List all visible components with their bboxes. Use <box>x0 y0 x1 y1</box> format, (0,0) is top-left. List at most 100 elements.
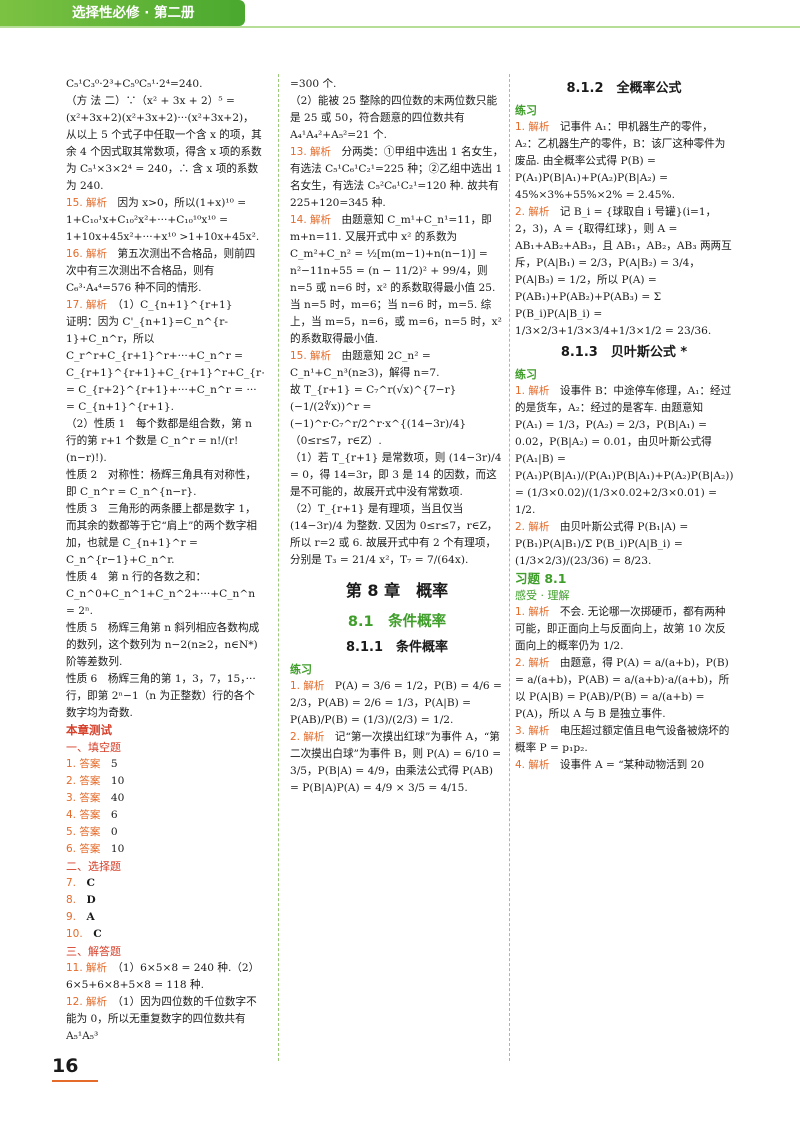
exercise-title: 习题 8.1 <box>515 571 567 586</box>
solution-text: （1）因为四位数的千位数字不能为 0，所以无重复数字的四位数共有 A₅¹A₅³ <box>66 996 257 1042</box>
solution-item: 4. 解析 设事件 A = “某种动物活到 20 <box>515 757 733 774</box>
header-rule <box>0 26 800 28</box>
section-title: 8.1 条件概率 <box>347 614 447 630</box>
solution-label: 4. 答案 <box>66 809 111 821</box>
solution-item: 1. 答案 5 <box>66 756 264 773</box>
column-left: C₅¹C₃⁰·2³+C₅⁰C₅¹·2⁴=240. （方 法 二）∵（x² + 3x… <box>66 76 264 1061</box>
solution-item: （2）性质 1 每个数都是组合数，第 n 行的第 r+1 个数是 C_n^r =… <box>66 416 264 467</box>
solution-list: 1. 解析 不会. 无论哪一次掷硬币，都有两种可能，即正面向上与反面向上，故第 … <box>515 604 733 774</box>
subsection-title: 8.1.1 条件概率 <box>345 640 448 655</box>
solution-item: 2. 解析 记“第一次摸出红球”为事件 A，“第二次摸出白球”为事件 B，则 P… <box>290 729 504 797</box>
solution-text: 不会. 无论哪一次掷硬币，都有两种可能，即正面向上与反面向上，故第 10 次反面… <box>515 606 726 652</box>
solution-text: （2）能被 25 整除的四位数的末两位数只能是 25 或 50，符合题意的四位数… <box>290 95 498 141</box>
solution-item: （1）若 T_{r+1} 是常数项，则 (14−3r)/4 = 0，得 14=3… <box>290 450 504 501</box>
solution-item: 6. 答案 10 <box>66 841 264 858</box>
fill-answers: 1. 答案 5 2. 答案 10 3. 答案 40 4. 答案 6 5. 答案 0 6. … <box>66 756 264 858</box>
solve-section-title: 三、解答题 <box>66 945 121 958</box>
exercise-subtitle: 感受 · 理解 <box>515 589 570 602</box>
solution-text: 0 <box>110 826 118 838</box>
solution-item: 5. 答案 0 <box>66 824 264 841</box>
solution-text: 因为 x>0，所以(1+x)¹⁰ = 1+C₁₀¹x+C₁₀²x²+···+C₁… <box>66 197 260 243</box>
solution-label: 11. 解析 <box>66 962 118 974</box>
solution-label: 4. 解析 <box>515 759 560 771</box>
solution-text: P(A) = 3/6 = 1/2，P(B) = 4/6 = 2/3，P(AB) … <box>290 680 502 726</box>
section-banner: 选择性必修 · 第二册 <box>0 0 245 26</box>
solution-label: 8. <box>66 894 87 906</box>
solution-item: =300 个. <box>290 76 504 93</box>
solution-item: 2. 解析 由题意，得 P(A) = a/(a+b)，P(B) = a/(a+b… <box>515 655 733 723</box>
solution-item: （2）能被 25 整除的四位数的末两位数只能是 25 或 50，符合题意的四位数… <box>290 93 504 144</box>
solve-answers: 11. 解析 （1）6×5×8 = 240 种.（2）6×5+6×8+5×8 =… <box>66 960 264 1045</box>
solution-item: 13. 解析 分两类：①甲组中选出 1 名女生，有选法 C₅¹C₆¹C₂¹=22… <box>290 144 504 212</box>
solution-text: （2）T_{r+1} 是有理项，当且仅当 (14−3r)/4 为整数. 又因为 … <box>290 503 498 566</box>
page-number-rule <box>52 1080 98 1082</box>
solution-text: 性质 3 三角形的两条腰上都是数字 1，而其余的数都等于它“肩上”的两个数字相加… <box>66 503 257 566</box>
solution-item: 16. 解析 第五次测出不合格品，则前四次中有三次测出不合格品，则有 C₆³·A… <box>66 246 264 297</box>
solution-item: 3. 解析 电压超过额定值且电气设备被烧坏的概率 P = p₁p₂. <box>515 723 733 757</box>
solution-text: 由题意，得 P(A) = a/(a+b)，P(B) = a/(a+b)，P(AB… <box>515 657 730 720</box>
solution-label: 7. <box>66 877 87 889</box>
practice-label: 练习 <box>515 104 537 117</box>
solution-text: 性质 5 杨辉三角第 n 斜列相应各数构成的数列，这个数列为 n−2(n≥2，n… <box>66 622 260 668</box>
solution-item: 性质 3 三角形的两条腰上都是数字 1，而其余的数都等于它“肩上”的两个数字相加… <box>66 501 264 569</box>
solution-item: 9. A <box>66 909 264 926</box>
solution-label: 1. 解析 <box>290 680 335 692</box>
solution-item: 8. D <box>66 892 264 909</box>
solution-label: 1. 解析 <box>515 606 560 618</box>
solution-label: 12. 解析 <box>66 996 118 1008</box>
solution-text: 记“第一次摸出红球”为事件 A，“第二次摸出白球”为事件 B，则 P(A) = … <box>290 731 502 794</box>
solution-text: C <box>93 928 102 940</box>
solution-label: 3. 解析 <box>515 725 560 737</box>
solution-label: 15. 解析 <box>66 197 118 209</box>
solution-list: 1. 解析 P(A) = 3/6 = 1/2，P(B) = 4/6 = 2/3，… <box>290 678 504 797</box>
practice-label: 练习 <box>290 663 312 676</box>
solution-item: 1. 解析 记事件 A₁：甲机器生产的零件，A₂：乙机器生产的零件，B：该厂这种… <box>515 119 733 204</box>
choice-answers: 7. C 8. D 9. A 10. C <box>66 875 264 943</box>
solution-text: 记 B_i = {球取自 i 号罐}(i=1，2，3)，A = {取得红球}，则… <box>515 206 732 337</box>
solution-label: 10. <box>66 928 94 940</box>
solution-list: C₅¹C₃⁰·2³+C₅⁰C₅¹·2⁴=240. （方 法 二）∵（x² + 3x… <box>66 76 264 722</box>
solution-item: （方 法 二）∵（x² + 3x + 2）⁵ = (x²+3x+2)(x²+3x… <box>66 93 264 127</box>
solution-item: 性质 2 对称性：杨辉三角具有对称性，即 C_n^r = C_n^{n−r}. <box>66 467 264 501</box>
solution-text: （方 法 二）∵（x² + 3x + 2）⁵ = (x²+3x+2)(x²+3x… <box>66 95 254 124</box>
solution-text: 由题意知 C_m¹+C_n¹=11，即 m+n=11. 又展开式中 x² 的系数… <box>290 214 502 345</box>
column-divider <box>278 74 279 1061</box>
solution-text: （2）性质 1 每个数都是组合数，第 n 行的第 r+1 个数是 C_n^r =… <box>66 418 252 464</box>
solution-text: 第五次测出不合格品，则前四次中有三次测出不合格品，则有 C₆³·A₄⁴=576 … <box>66 248 256 294</box>
solution-text: 分两类：①甲组中选出 1 名女生，有选法 C₅¹C₆¹C₂¹=225 种；②乙组… <box>290 146 504 209</box>
subsection-title: 8.1.3 贝叶斯公式 * <box>560 345 688 360</box>
solution-item: （2）T_{r+1} 是有理项，当且仅当 (14−3r)/4 为整数. 又因为 … <box>290 501 504 569</box>
solution-label: 2. 解析 <box>290 731 335 743</box>
solution-text: 设事件 A = “某种动物活到 20 <box>559 759 705 771</box>
fill-section-title: 一、填空题 <box>66 741 121 754</box>
solution-text: 6 <box>110 809 118 821</box>
solution-item: C₅¹C₃⁰·2³+C₅⁰C₅¹·2⁴=240. <box>66 76 264 93</box>
solution-label: 1. 解析 <box>515 385 560 397</box>
solution-item: 故 T_{r+1} = C₇^r(√x)^{7−r}(−1/(2∜x))^r =… <box>290 382 504 450</box>
solution-text: A <box>86 911 95 923</box>
solution-item: 性质 4 第 n 行的各数之和：C_n^0+C_n^1+C_n^2+···+C_… <box>66 569 264 620</box>
solution-label: 15. 解析 <box>290 350 342 362</box>
solution-list: =300 个. （2）能被 25 整除的四位数的末两位数只能是 25 或 50，符… <box>290 76 504 569</box>
solution-text: D <box>86 894 96 906</box>
solution-item: 2. 解析 由贝叶斯公式得 P(B₁|A) = P(B₁)P(A|B₁)/Σ P… <box>515 519 733 570</box>
solution-item: 2. 解析 记 B_i = {球取自 i 号罐}(i=1，2，3)，A = {取… <box>515 204 733 340</box>
choice-section-title: 二、选择题 <box>66 860 121 873</box>
solution-item: 证明：因为 C'_{n+1}=C_n^{r-1}+C_n^r，所以 C_r^r+… <box>66 314 264 416</box>
solution-text: 性质 4 第 n 行的各数之和：C_n^0+C_n^1+C_n^2+···+C_… <box>66 571 256 617</box>
solution-item: 性质 6 杨辉三角的第 1，3，7，15，··· 行，即第 2ⁿ−1（n 为正整… <box>66 671 264 722</box>
solution-label: 9. <box>66 911 87 923</box>
solution-label: 2. 解析 <box>515 521 560 533</box>
solution-item: 2. 答案 10 <box>66 773 264 790</box>
solution-text: C <box>86 877 95 889</box>
solution-text: =300 个. <box>290 78 337 90</box>
solution-item: 15. 解析 因为 x>0，所以(1+x)¹⁰ = 1+C₁₀¹x+C₁₀²x²… <box>66 195 264 246</box>
solution-text: 由贝叶斯公式得 P(B₁|A) = P(B₁)P(A|B₁)/Σ P(B_i)P… <box>515 521 689 567</box>
solution-label: 2. 答案 <box>66 775 111 787</box>
solution-label: 2. 解析 <box>515 206 560 218</box>
solution-text: 证明：因为 C'_{n+1}=C_n^{r-1}+C_n^r，所以 C_r^r+… <box>66 316 264 413</box>
solution-item: 7. C <box>66 875 264 892</box>
solution-text: 设事件 B：中途停车修理，A₁：经过的是货车，A₂：经过的是客车. 由题意知 P… <box>515 385 733 516</box>
solution-list: 1. 解析 记事件 A₁：甲机器生产的零件，A₂：乙机器生产的零件，B：该厂这种… <box>515 119 733 340</box>
solution-text: 记事件 A₁：甲机器生产的零件，A₂：乙机器生产的零件，B：该厂这种零件为废品.… <box>515 121 726 201</box>
